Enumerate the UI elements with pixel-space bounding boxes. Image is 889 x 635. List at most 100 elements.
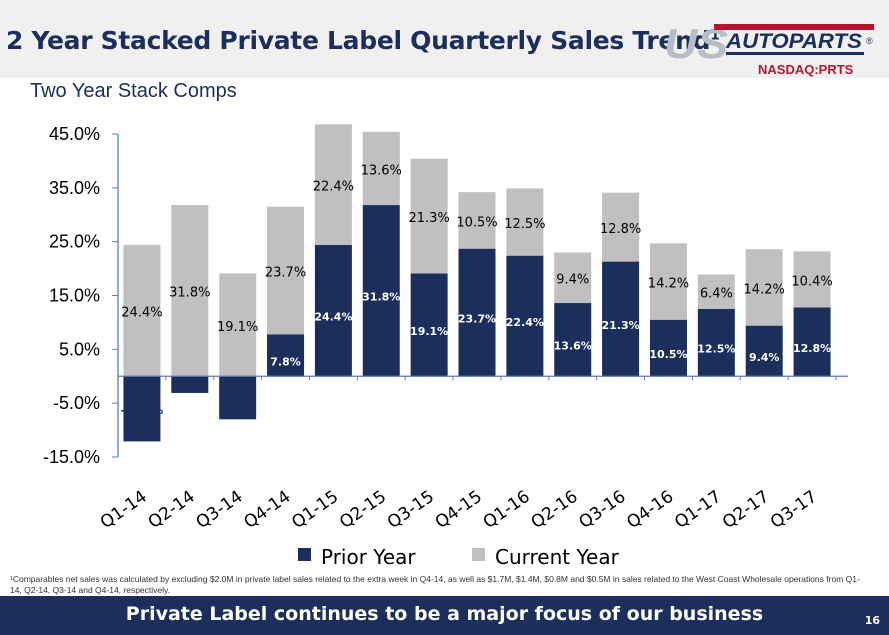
- legend-label-prior-year: Prior Year: [321, 545, 416, 569]
- bar-prior-year: [362, 205, 400, 377]
- header-band: [0, 0, 889, 78]
- data-label-prior-year: 31.8%: [362, 291, 400, 304]
- x-category-label: Q3-15: [384, 487, 438, 533]
- data-label-prior-year: 13.6%: [554, 340, 592, 353]
- bar-current-year: [745, 249, 783, 326]
- x-category-label: Q3-16: [575, 487, 629, 533]
- legend-label-current-year: Current Year: [495, 545, 620, 569]
- data-label-prior-year: -8.0%: [220, 393, 255, 406]
- logo-red-stripe: [714, 24, 874, 30]
- legend-swatch-current-year: [472, 548, 485, 561]
- data-label-current-year: 12.8%: [600, 222, 641, 237]
- x-category-label: Q1-16: [480, 487, 534, 533]
- bar-current-year: [267, 206, 305, 335]
- bar-prior-year: [745, 325, 783, 377]
- footer-band: [0, 596, 889, 635]
- bar-current-year: [314, 124, 352, 245]
- data-label-current-year: 31.8%: [169, 286, 210, 301]
- data-label-prior-year: 10.5%: [649, 348, 687, 361]
- data-label-current-year: 10.4%: [791, 274, 832, 289]
- data-label-prior-year: 23.7%: [458, 312, 496, 325]
- y-tick-label: -15.0%: [43, 447, 100, 467]
- bar-prior-year: [793, 307, 831, 377]
- bar-current-year: [362, 131, 400, 206]
- bar-prior-year: [314, 244, 352, 377]
- data-label-current-year: 12.5%: [504, 217, 545, 232]
- footnote: ¹Comparables net sales was calculated by…: [10, 574, 860, 595]
- data-label-current-year: 14.2%: [744, 282, 785, 297]
- data-label-current-year: 10.5%: [456, 215, 497, 230]
- data-label-prior-year: 24.4%: [314, 311, 352, 324]
- us-autoparts-logo: US AUTOPARTS ®: [664, 20, 874, 65]
- logo-autoparts-text: AUTOPARTS: [725, 30, 862, 53]
- x-category-label: Q2-17: [719, 487, 773, 533]
- data-label-prior-year: 21.3%: [602, 319, 640, 332]
- data-label-prior-year: 12.5%: [697, 343, 735, 356]
- bar-prior-year: [602, 261, 640, 377]
- bar-current-year: [171, 205, 209, 377]
- bar-prior-year: [410, 273, 448, 377]
- bar-current-year: [506, 188, 544, 256]
- bar-prior-year: [554, 303, 592, 377]
- x-category-label: Q1-14: [97, 487, 151, 533]
- data-label-current-year: 21.3%: [408, 211, 449, 226]
- bar-current-year: [697, 274, 735, 309]
- x-category-label: Q3-14: [192, 487, 246, 533]
- bar-prior-year: [219, 376, 257, 420]
- nasdaq-ticker: NASDAQ:PRTS: [758, 62, 854, 77]
- data-label-current-year: 23.7%: [265, 265, 306, 280]
- data-label-prior-year: 9.4%: [749, 351, 780, 364]
- bar-prior-year: [267, 334, 305, 377]
- x-category-label: Q2-16: [528, 487, 582, 533]
- data-label-prior-year: 19.1%: [410, 325, 448, 338]
- logo-blue-stripe: [726, 52, 864, 55]
- bar-prior-year: [649, 319, 687, 377]
- x-category-label: Q4-16: [623, 487, 677, 533]
- y-tick-label: 45.0%: [49, 124, 100, 144]
- data-label-current-year: 9.4%: [556, 273, 589, 288]
- bar-current-year: [649, 243, 687, 320]
- footer-tagline: Private Label continues to be a major fo…: [125, 603, 764, 625]
- x-category-label: Q4-15: [432, 487, 486, 533]
- bar-prior-year: [458, 248, 496, 377]
- stacked-bar-chart: 45.0% 35.0% 25.0% 15.0% 5.0% -5.0% -15.0% -12.1…: [43, 124, 848, 569]
- x-category-label: Q2-14: [145, 487, 199, 533]
- slide-title: 2 Year Stacked Private Label Quarterly S…: [6, 26, 720, 55]
- bar-current-year: [123, 244, 161, 377]
- bar-prior-year: [506, 255, 544, 377]
- slide-title-text: 2 Year Stacked Private Label Quarterly S…: [6, 26, 711, 55]
- data-label-prior-year: -12.1%: [121, 404, 164, 417]
- data-label-current-year: 19.1%: [217, 320, 258, 335]
- y-tick-label: 15.0%: [49, 286, 100, 306]
- data-label-current-year: 14.2%: [648, 277, 689, 292]
- bar-current-year: [554, 252, 592, 304]
- y-tick-label: 5.0%: [59, 339, 100, 359]
- y-tick-label: 25.0%: [49, 232, 100, 252]
- data-label-prior-year: 22.4%: [506, 316, 544, 329]
- data-label-current-year: 6.4%: [700, 287, 733, 302]
- bar-prior-year: [171, 376, 209, 393]
- x-category-label: Q2-15: [336, 487, 390, 533]
- bar-current-year: [410, 158, 448, 274]
- bar-prior-year: [697, 308, 735, 377]
- x-category-label: Q1-17: [671, 487, 725, 533]
- bar-current-year: [602, 192, 640, 262]
- y-tick-label: -5.0%: [53, 393, 100, 413]
- bar-prior-year: [123, 376, 161, 442]
- data-label-prior-year: -3.1%: [172, 380, 207, 393]
- data-label-current-year: 22.4%: [313, 180, 354, 195]
- x-category-label: Q3-17: [767, 487, 821, 533]
- legend-swatch-prior-year: [298, 548, 311, 561]
- bar-current-year: [793, 251, 831, 308]
- logo-registered-mark: ®: [866, 36, 873, 46]
- data-label-current-year: 13.6%: [361, 163, 402, 178]
- data-label-current-year: 24.4%: [121, 306, 162, 321]
- bar-current-year: [219, 273, 257, 377]
- data-label-prior-year: 12.8%: [793, 342, 831, 355]
- title-footnote-marker: 1: [710, 27, 720, 44]
- data-label-prior-year: 7.8%: [270, 355, 301, 368]
- x-category-label: Q1-15: [288, 487, 342, 533]
- y-tick-label: 35.0%: [49, 178, 100, 198]
- x-category-label: Q4-14: [240, 487, 294, 533]
- page-number: 16: [864, 614, 880, 627]
